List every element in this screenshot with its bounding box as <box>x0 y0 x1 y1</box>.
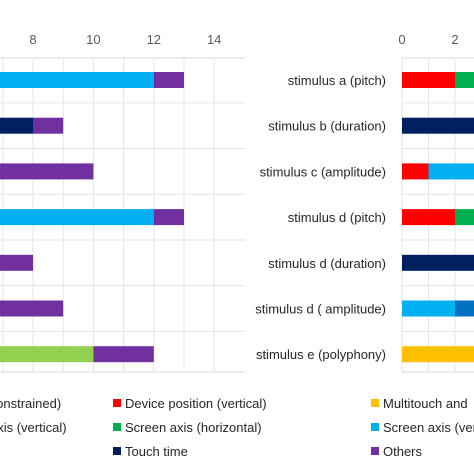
left-bar-segment-screen-axis-unconstrained <box>0 346 94 363</box>
left-bar-segment-others <box>93 346 154 363</box>
right-bar-segment-screen-axis-horizontal <box>455 72 474 88</box>
legend-swatch-device-position-vertical <box>113 399 121 407</box>
category-label: stimulus d ( amplitude) <box>255 302 386 317</box>
right-bar-segment-touch-time <box>402 254 474 271</box>
left-bar-segment-touch-time <box>0 117 33 134</box>
right-bar-segment-others <box>455 300 474 317</box>
legend-label-device-position-vertical: Device position (vertical) <box>125 396 267 411</box>
right-bar-segment-touch-time <box>402 117 474 134</box>
legend-label-touch-time: Touch time <box>125 444 188 459</box>
left-x-tick-label: 14 <box>207 32 221 47</box>
left-bar-segment-others <box>33 117 64 134</box>
legend-label-screen-axis-vertical-left: axis (vertical) <box>0 420 67 435</box>
category-label: stimulus a (pitch) <box>288 73 386 88</box>
right-bar-segment-screen-axis-vertical <box>402 300 455 317</box>
left-bar-segment-others <box>153 209 184 226</box>
right-bar-segment-device-position-vertical <box>402 209 455 226</box>
left-bar-segment-others <box>0 163 94 180</box>
left-bar-segment-others <box>0 254 33 271</box>
category-label: stimulus d (pitch) <box>288 210 386 225</box>
legend-swatch-multitouch <box>371 399 379 407</box>
right-bar-segment-screen-axis-horizontal <box>455 209 474 226</box>
legend-swatch-screen-axis-vertical <box>371 423 379 431</box>
right-bar-segment-device-position-vertical <box>402 163 429 180</box>
left-bar-segment-others <box>153 72 184 88</box>
left-x-tick-label: 10 <box>86 32 100 47</box>
left-bar-segment-screen-axis-vertical <box>0 72 154 88</box>
category-label: stimulus b (duration) <box>268 119 386 134</box>
category-label: stimulus c (amplitude) <box>260 164 386 179</box>
right-bar-segment-screen-axis-vertical <box>428 163 474 180</box>
legend-label-multitouch: Multitouch and <box>383 396 468 411</box>
left-x-tick-label: 8 <box>29 32 36 47</box>
legend-swatch-screen-axis-horizontal <box>113 423 121 431</box>
legend-label-screen-axis-vertical: Screen axis (vertical <box>383 420 474 435</box>
right-x-tick-label: 0 <box>398 32 405 47</box>
left-x-tick-label: 12 <box>147 32 161 47</box>
left-bar-segment-screen-axis-vertical <box>0 209 154 226</box>
right-bar-segment-multitouch <box>402 346 474 363</box>
legend-swatch-others <box>371 447 379 455</box>
left-bar-segment-others <box>0 300 64 317</box>
category-label: stimulus d (duration) <box>268 256 386 271</box>
legend-swatch-touch-time <box>113 447 121 455</box>
legend-label-others: Others <box>383 444 423 459</box>
category-label: stimulus e (polyphony) <box>256 347 386 362</box>
legend-label-screen-axis-unconstrained: e (unconstrained) <box>0 396 61 411</box>
legend-label-screen-axis-horizontal: Screen axis (horizontal) <box>125 420 262 435</box>
right-x-tick-label: 2 <box>451 32 458 47</box>
right-bar-segment-device-position-vertical <box>402 72 455 88</box>
